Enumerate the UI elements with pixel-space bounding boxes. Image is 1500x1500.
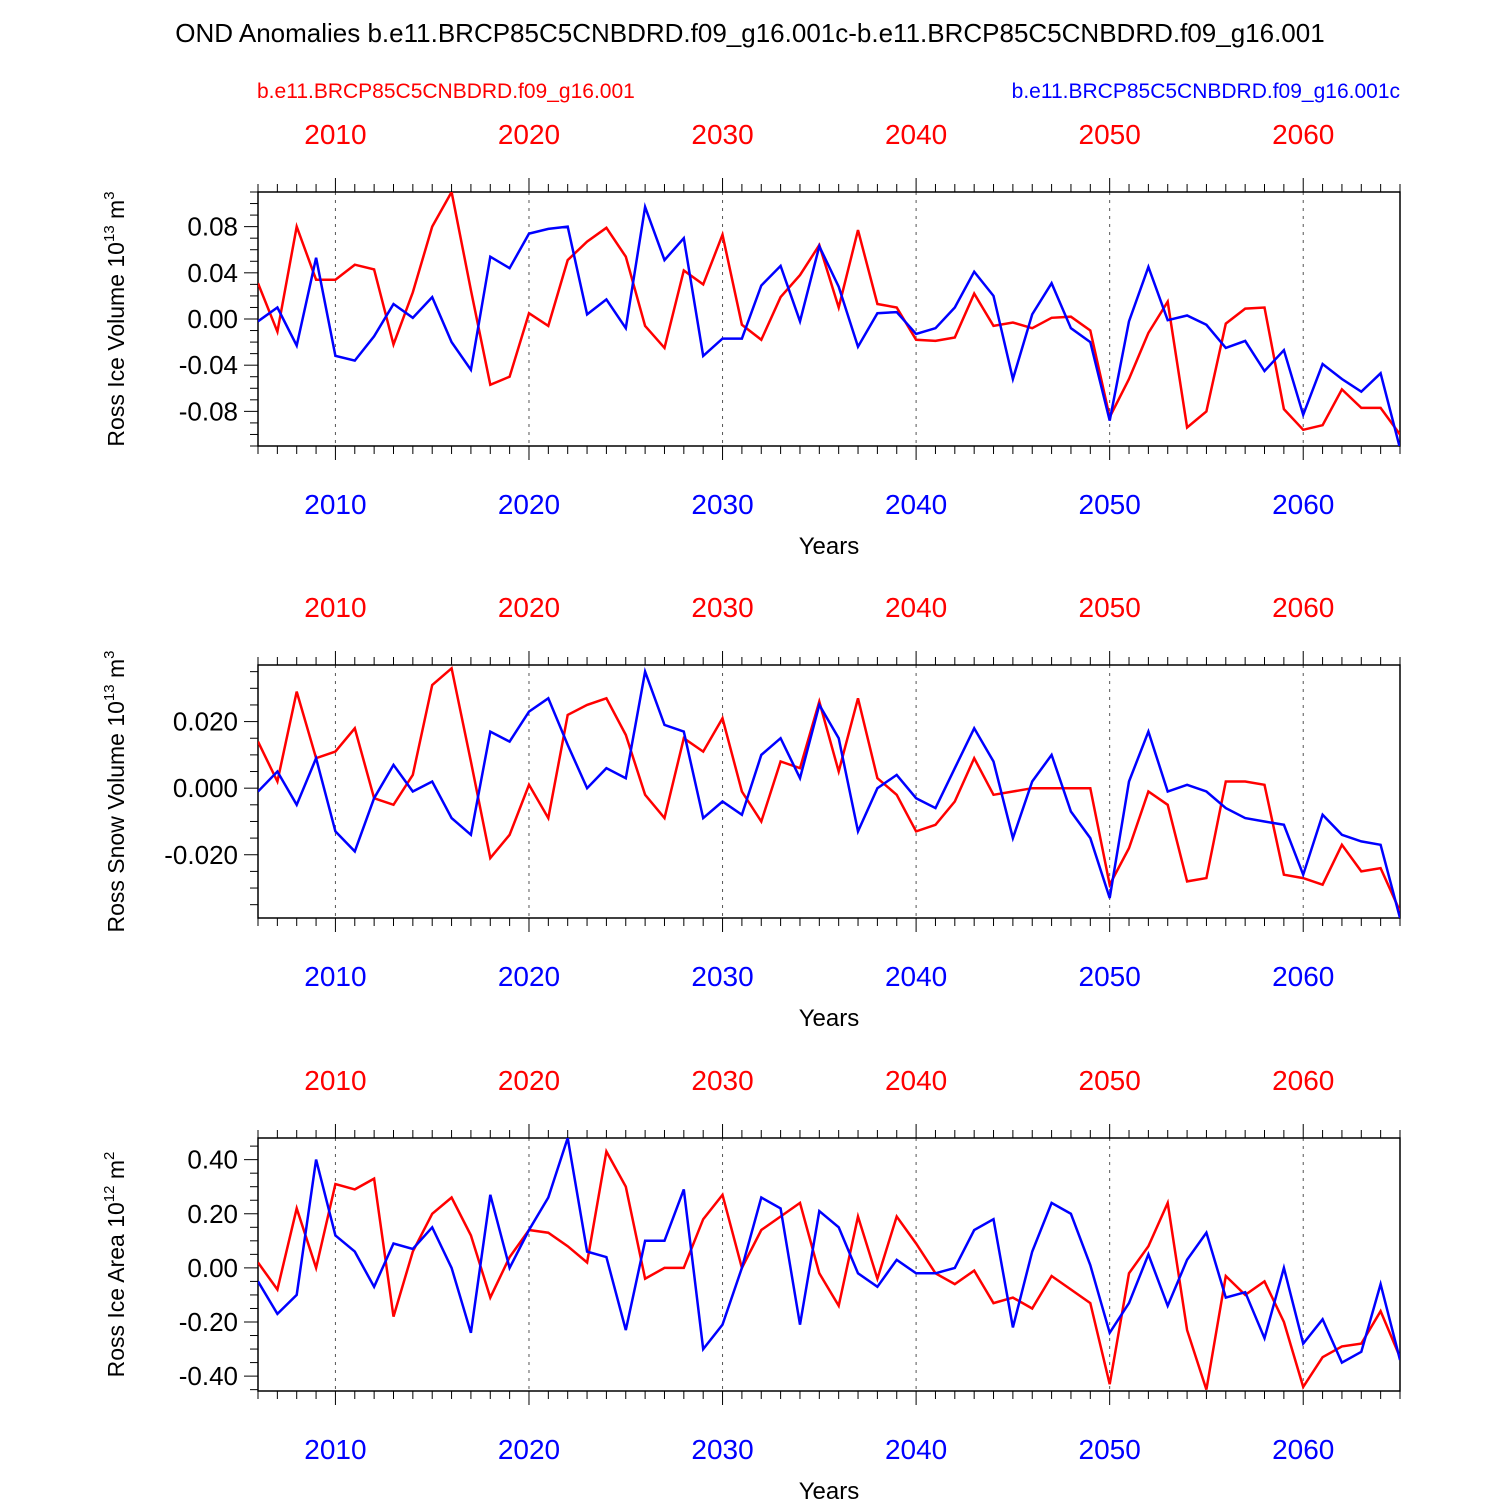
x-tick-label-top: 2040 [885, 119, 947, 150]
y-axis-label: Ross Ice Volume 1013 m3 [101, 191, 129, 446]
x-tick-label-bottom: 2060 [1272, 961, 1334, 992]
x-axis-label: Years [799, 1005, 860, 1032]
x-tick-label-bottom: 2040 [885, 961, 947, 992]
y-tick-label: -0.40 [179, 1361, 238, 1391]
x-tick-label-bottom: 2050 [1079, 961, 1141, 992]
x-tick-label-bottom: 2050 [1079, 1434, 1141, 1465]
x-tick-label-bottom: 2030 [691, 1434, 753, 1465]
x-tick-label-top: 2020 [498, 119, 560, 150]
x-tick-label-top: 2050 [1079, 592, 1141, 623]
x-tick-label-bottom: 2020 [498, 489, 560, 520]
plot-frame [257, 1137, 1401, 1392]
x-tick-label-top: 2040 [885, 592, 947, 623]
series-line-red [258, 192, 1400, 436]
plot-frame [257, 191, 1401, 447]
x-tick-label-bottom: 2020 [498, 1434, 560, 1465]
x-tick-label-top: 2010 [304, 1065, 366, 1096]
x-tick-label-top: 2030 [691, 1065, 753, 1096]
panel-1: -0.08 -0.04 0.00 0.04 0.08 2010 2010 2020 2020 20… [101, 119, 1401, 560]
series-line-red [258, 1147, 1400, 1390]
x-tick-label-bottom: 2040 [885, 489, 947, 520]
y-tick-label: -0.04 [179, 350, 238, 380]
y-axis-label: Ross Snow Volume 1013 m3 [101, 651, 129, 933]
y-tick-label: -0.20 [179, 1307, 238, 1337]
panel-2: -0.020 0.000 0.020 2010 2010 2020 2020 2030 2030… [101, 592, 1401, 1032]
series-line-blue [258, 1138, 1400, 1365]
x-tick-label-top: 2040 [885, 1065, 947, 1096]
x-tick-label-bottom: 2020 [498, 961, 560, 992]
y-tick-label: -0.020 [164, 840, 238, 870]
y-tick-label: 0.20 [187, 1199, 238, 1229]
x-tick-label-top: 2020 [498, 1065, 560, 1096]
x-tick-label-bottom: 2060 [1272, 489, 1334, 520]
x-tick-label-top: 2050 [1079, 1065, 1141, 1096]
x-tick-label-top: 2060 [1272, 592, 1334, 623]
x-axis-label: Years [799, 1478, 860, 1500]
x-tick-label-top: 2050 [1079, 119, 1141, 150]
panel-3: -0.40 -0.20 0.00 0.20 0.40 2010 2010 2020 2020 20… [101, 1065, 1401, 1500]
x-tick-label-top: 2060 [1272, 1065, 1334, 1096]
x-tick-label-top: 2010 [304, 592, 366, 623]
y-tick-label: 0.40 [187, 1145, 238, 1175]
x-tick-label-bottom: 2010 [304, 489, 366, 520]
series-line-blue [258, 202, 1400, 446]
x-tick-label-bottom: 2010 [304, 961, 366, 992]
x-tick-label-top: 2030 [691, 592, 753, 623]
y-tick-label: 0.08 [187, 212, 238, 242]
x-tick-label-top: 2060 [1272, 119, 1334, 150]
x-tick-label-top: 2020 [498, 592, 560, 623]
y-tick-label: 0.00 [187, 1253, 238, 1283]
series-line-red [258, 665, 1400, 912]
legend-blue-label: b.e11.BRCP85C5CNBDRD.f09_g16.001c [1011, 80, 1400, 103]
y-axis-label: Ross Ice Area 1012 m2 [101, 1152, 129, 1378]
x-tick-label-top: 2010 [304, 119, 366, 150]
x-tick-label-bottom: 2030 [691, 489, 753, 520]
y-tick-label: 0.04 [187, 258, 238, 288]
chart-title: OND Anomalies b.e11.BRCP85C5CNBDRD.f09_g… [175, 18, 1325, 48]
x-tick-label-bottom: 2030 [691, 961, 753, 992]
y-tick-label: 0.000 [173, 773, 238, 803]
x-tick-label-bottom: 2060 [1272, 1434, 1334, 1465]
x-tick-label-bottom: 2010 [304, 1434, 366, 1465]
y-tick-label: 0.020 [173, 707, 238, 737]
series-line-blue [258, 666, 1400, 918]
x-tick-label-bottom: 2050 [1079, 489, 1141, 520]
y-tick-label: 0.00 [187, 304, 238, 334]
y-tick-label: -0.08 [179, 396, 238, 426]
x-tick-label-top: 2030 [691, 119, 753, 150]
x-tick-label-bottom: 2040 [885, 1434, 947, 1465]
x-axis-label: Years [799, 533, 860, 560]
legend-red-label: b.e11.BRCP85C5CNBDRD.f09_g16.001 [257, 80, 635, 103]
